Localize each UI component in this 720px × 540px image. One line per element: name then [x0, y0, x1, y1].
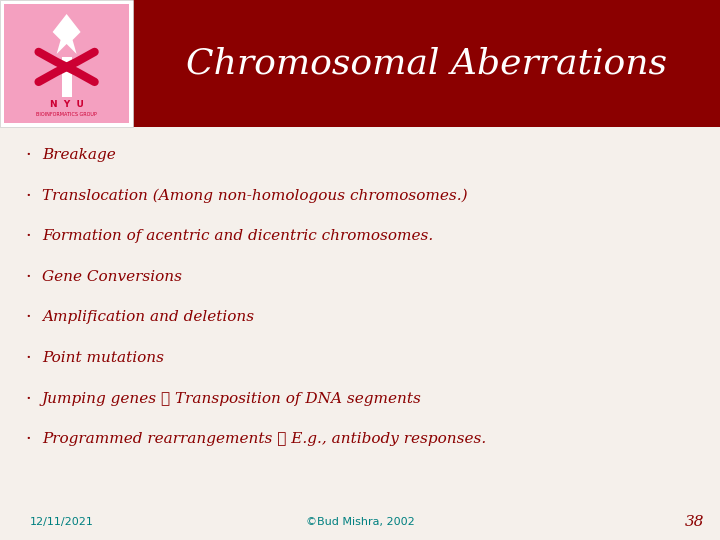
Text: Jumping genes ♋ Transposition of DNA segments: Jumping genes ♋ Transposition of DNA seg…	[42, 392, 422, 406]
Text: Formation of acentric and dicentric chromosomes.: Formation of acentric and dicentric chro…	[42, 229, 433, 243]
Text: ·: ·	[25, 430, 31, 448]
Polygon shape	[53, 14, 81, 54]
Text: N  Y  U: N Y U	[50, 100, 84, 110]
Text: ©Bud Mishra, 2002: ©Bud Mishra, 2002	[305, 517, 415, 527]
Text: Chromosomal Aberrations: Chromosomal Aberrations	[186, 46, 667, 80]
Text: 38: 38	[685, 515, 705, 529]
Text: Point mutations: Point mutations	[42, 351, 164, 365]
Bar	[0, 0, 133, 127]
Text: ·: ·	[25, 146, 31, 164]
Text: Amplification and deletions: Amplification and deletions	[42, 310, 254, 325]
Text: ·: ·	[25, 186, 31, 205]
Text: ·: ·	[25, 227, 31, 245]
Text: ·: ·	[25, 390, 31, 408]
Bar	[4, 4, 129, 123]
Text: Programmed rearrangements ♋ E.g., antibody responses.: Programmed rearrangements ♋ E.g., antibo…	[42, 433, 486, 447]
Text: Breakage: Breakage	[42, 148, 116, 162]
Text: Gene Conversions: Gene Conversions	[42, 270, 182, 284]
Text: Translocation (Among non-homologous chromosomes.): Translocation (Among non-homologous chro…	[42, 188, 467, 202]
Bar	[133, 0, 720, 127]
Text: 12/11/2021: 12/11/2021	[30, 517, 94, 527]
Text: ·: ·	[25, 268, 31, 286]
Text: ·: ·	[25, 349, 31, 367]
Bar	[62, 57, 71, 97]
Text: BIOINFORMATICS GROUP: BIOINFORMATICS GROUP	[36, 112, 97, 117]
Text: ·: ·	[25, 308, 31, 327]
